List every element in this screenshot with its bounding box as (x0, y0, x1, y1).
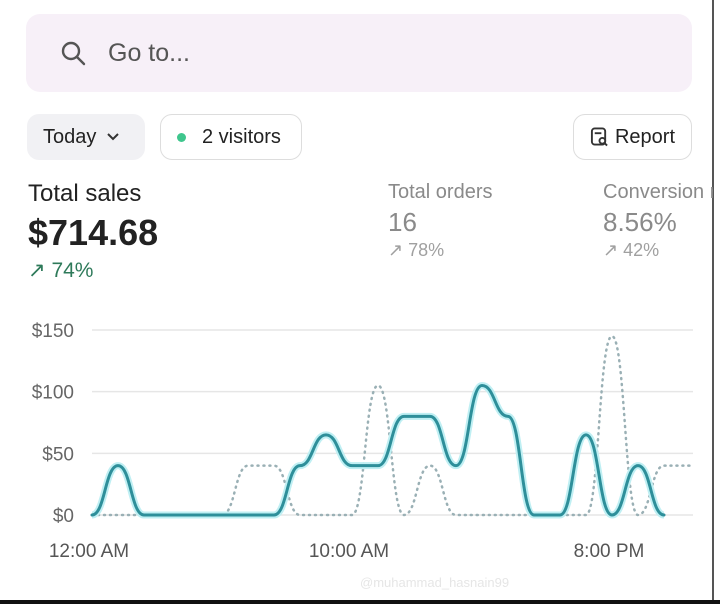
y-tick-label: $0 (53, 506, 74, 527)
live-dot-icon (177, 132, 186, 142)
metric-change: ↗ 78% (388, 240, 493, 261)
report-icon (590, 127, 608, 147)
y-tick-label: $100 (32, 383, 74, 404)
metric-change-value: 74% (51, 259, 94, 282)
watermark: @muhammad_hasnain99 (360, 575, 510, 590)
search-placeholder: Go to... (108, 38, 190, 67)
arrow-up-right-icon: ↗ (603, 240, 619, 260)
metric-change: ↗ 42% (603, 240, 713, 261)
y-tick-label: $150 (32, 321, 74, 342)
metric-total-sales[interactable]: Total sales $714.68 ↗ 74% (28, 180, 158, 283)
window-edge (712, 0, 714, 604)
search-bar[interactable]: Go to... (26, 14, 692, 92)
metric-change-value: 42% (623, 240, 660, 260)
x-tick-label: 10:00 AM (309, 541, 389, 562)
report-label: Report (614, 125, 675, 148)
metric-value: $714.68 (28, 212, 159, 253)
live-visitors-button[interactable]: 2 visitors (160, 114, 302, 160)
arrow-up-right-icon: ↗ (388, 240, 404, 260)
date-range-label: Today (43, 125, 97, 148)
sales-series-line (90, 383, 666, 517)
date-range-button[interactable]: Today (27, 114, 145, 160)
x-tick-label: 12:00 AM (49, 541, 129, 562)
metric-label: Total sales (28, 180, 142, 207)
report-button[interactable]: Report (573, 114, 692, 160)
bottom-edge (0, 600, 720, 604)
arrow-up-right-icon: ↗ (28, 259, 46, 282)
metric-conversion-rate[interactable]: Conversion r 8.56% ↗ 42% (603, 181, 713, 261)
y-tick-label: $50 (42, 444, 74, 465)
metric-value: 8.56% (603, 207, 677, 237)
chevron-down-icon (107, 133, 120, 141)
visitors-label: 2 visitors (202, 125, 281, 148)
metric-change-value: 78% (408, 240, 445, 260)
metric-label: Total orders (388, 181, 493, 203)
metric-change: ↗ 74% (28, 258, 158, 283)
x-tick-label: 8:00 PM (574, 541, 645, 562)
search-icon (61, 41, 86, 66)
metric-total-orders[interactable]: Total orders 16 ↗ 78% (388, 181, 493, 261)
metric-value: 16 (388, 207, 417, 237)
metric-label: Conversion r (603, 181, 713, 203)
